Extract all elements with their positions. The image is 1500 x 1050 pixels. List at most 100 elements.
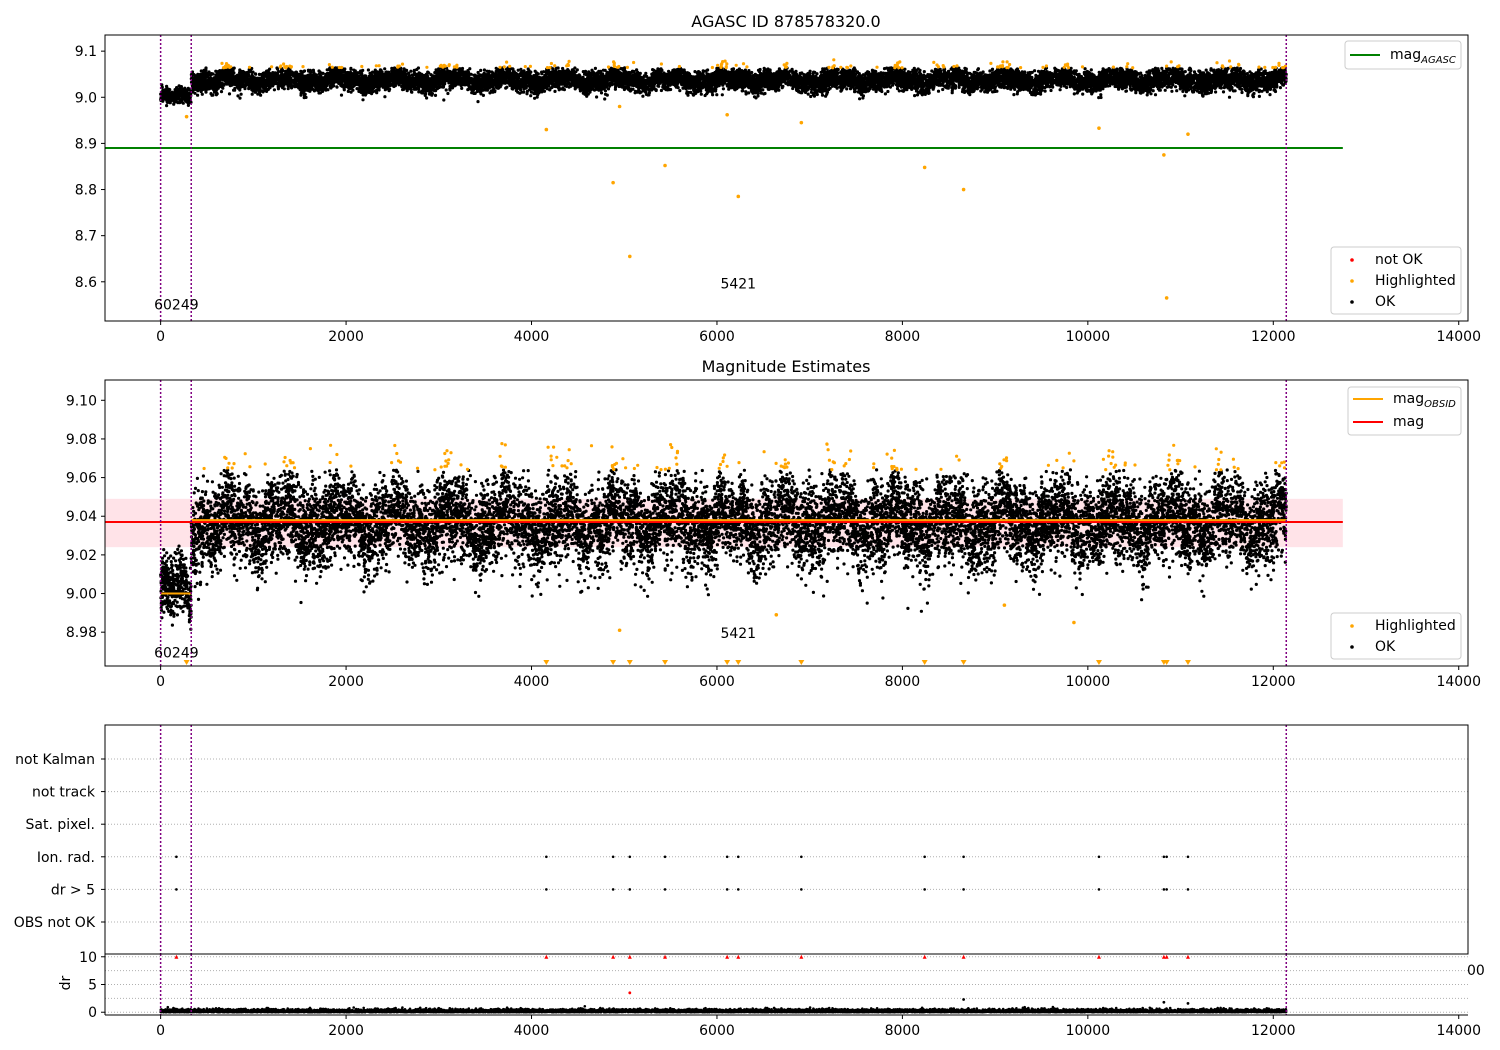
dr-clipped-marker — [611, 954, 616, 959]
flag-point — [1162, 888, 1166, 891]
agasc-panel: AGASC ID 878578320.0 60249 5421 0 2000 4000… — [75, 12, 1481, 345]
dr-clipped-marker — [725, 954, 730, 959]
dr-clipped-marker — [961, 954, 966, 959]
highlighted-outlier — [961, 187, 966, 192]
agasc-plot-area: 60249 5421 — [105, 35, 1343, 321]
y-tick-label: 9.02 — [66, 548, 97, 564]
magnitude-panel: Magnitude Estimates 60249 5421 0 2000 4000 6… — [66, 357, 1481, 690]
y-tick-label: 8.9 — [75, 136, 97, 152]
legend-mag-obsid: magOBSID — [1393, 391, 1456, 410]
highlighted-points — [220, 58, 1288, 70]
flag-point — [725, 855, 729, 859]
off-scale-marker — [1095, 660, 1102, 665]
y-tick-label: 9.1 — [75, 44, 97, 60]
flag-point — [736, 888, 740, 891]
dr-outlier — [1162, 1000, 1166, 1004]
obsid-label: 60249 — [154, 297, 199, 313]
flag-point — [725, 888, 729, 891]
highlighted-points — [202, 442, 1287, 472]
x-tick-label: 6000 — [699, 1023, 735, 1039]
off-scale-marker — [543, 660, 550, 665]
off-scale-marker — [1184, 660, 1191, 665]
flags-plot-area — [105, 725, 1468, 954]
flag-category-label: OBS not OK — [14, 915, 96, 931]
obsid-label: 60249 — [154, 645, 199, 661]
highlighted-outlier — [799, 120, 804, 125]
dr-clipped-marker — [1096, 954, 1101, 959]
dr-clipped-marker — [1161, 954, 1166, 959]
highlighted-outlier — [1097, 126, 1101, 130]
flag-point — [663, 855, 667, 859]
y-tick-label: 9.06 — [66, 471, 97, 487]
magnitude-legend-points: Highlighted OK — [1330, 612, 1462, 660]
highlighted-outlier — [617, 104, 622, 109]
flag-point — [175, 855, 178, 859]
x-tick-label: 2000 — [328, 1023, 364, 1039]
dr-clipped-marker — [922, 954, 927, 959]
obsid-label: 5421 — [720, 277, 756, 293]
magnitude-axes-frame — [104, 379, 1469, 667]
highlighted-outlier — [184, 114, 189, 119]
highlighted-outlier — [1162, 153, 1166, 157]
highlighted-outlier — [617, 628, 622, 633]
off-scale-marker — [183, 660, 190, 665]
flag-point — [962, 888, 965, 891]
x-tick-label: 6000 — [699, 329, 735, 345]
x-tick-label: 0 — [156, 674, 165, 690]
highlighted-outlier — [611, 180, 615, 185]
agasc-legend-points: not OK Highlighted OK — [1330, 246, 1462, 315]
y-tick-label: 8.7 — [75, 229, 97, 245]
flag-point — [962, 855, 965, 859]
flag-point — [1165, 855, 1168, 859]
flag-point — [800, 855, 803, 859]
flag-point — [800, 888, 803, 891]
obsid-label: 5421 — [720, 626, 756, 642]
off-scale-marker — [960, 660, 967, 665]
dr-clipped-marker — [663, 954, 668, 959]
off-scale-marker — [735, 660, 742, 665]
x-tick-label: 0 — [156, 1023, 165, 1039]
off-scale-marker — [610, 660, 617, 665]
flag-point — [1186, 855, 1190, 859]
x-tick-label: 12000 — [1251, 674, 1296, 690]
legend2-highlighted: Highlighted — [1375, 618, 1456, 634]
flag-point — [545, 855, 548, 859]
dr-points — [159, 1005, 1288, 1014]
highlighted-outlier — [628, 254, 632, 259]
x-tick-label: 8000 — [885, 329, 921, 345]
y-tick-label: 9.08 — [66, 432, 97, 448]
x-tick-label: 12000 — [1251, 1023, 1296, 1039]
y-tick-label: 9.00 — [66, 587, 97, 603]
flag-category-label: not Kalman — [15, 752, 95, 768]
x-tick-label: 10000 — [1066, 329, 1111, 345]
flag-category-label: not track — [32, 785, 96, 801]
legend-ok: OK — [1375, 294, 1396, 310]
off-scale-marker — [1163, 660, 1170, 665]
flag-point — [923, 888, 926, 891]
flag-point — [1097, 855, 1101, 859]
dr-ylabel: dr — [58, 975, 74, 990]
flag-point — [1162, 855, 1166, 859]
x-tick-label: 4000 — [514, 1023, 550, 1039]
legend-not-ok: not OK — [1375, 252, 1423, 268]
highlighted-outlier — [736, 194, 741, 199]
x-tick-label: 8000 — [885, 1023, 921, 1039]
ok-points — [159, 66, 1288, 108]
y-tick-label: 9.10 — [66, 393, 97, 409]
legend2-ok: OK — [1375, 639, 1396, 655]
clipped-tick-label: 00 — [1467, 963, 1485, 979]
y-tick-label: 8.8 — [75, 183, 97, 199]
flag-point — [545, 888, 548, 891]
x-tick-label: 8000 — [885, 674, 921, 690]
dr-outlier — [628, 991, 632, 995]
x-tick-label: 14000 — [1436, 1023, 1481, 1039]
x-tick-label: 2000 — [328, 674, 364, 690]
agasc-axes: 0 2000 4000 6000 8000 10000 12000 14000 8.6 8.7 8.… — [75, 44, 1481, 345]
highlighted-outlier — [663, 163, 667, 168]
x-tick-label: 4000 — [514, 674, 550, 690]
highlighted-outlier — [1072, 620, 1076, 625]
magnitude-plot-area: 60249 5421 — [105, 380, 1343, 666]
y-tick-label: 8.98 — [66, 625, 97, 641]
legend-mag-agasc: magAGASC — [1390, 47, 1456, 66]
